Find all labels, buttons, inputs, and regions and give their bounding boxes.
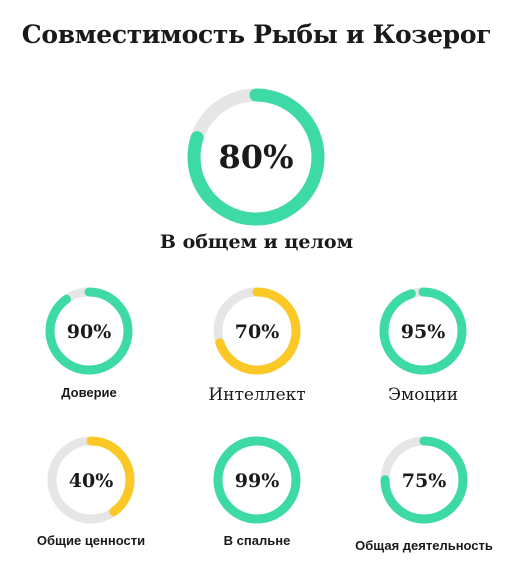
ring-fill xyxy=(380,436,468,524)
shared-values-percent-label: 40% xyxy=(69,470,114,492)
joint-activity-progress-ring: 75% xyxy=(380,436,468,524)
overall-percent-label: 80% xyxy=(219,138,294,176)
overall-caption: В общем и целом xyxy=(159,231,354,253)
emotions-caption: Эмоции xyxy=(387,385,459,405)
emotions-percent-label: 95% xyxy=(401,321,446,343)
joint-activity-caption: Общая деятельность xyxy=(355,538,493,553)
ring-fill xyxy=(213,436,301,524)
ring-fill xyxy=(47,436,135,524)
intellect-progress-ring: 70% xyxy=(213,287,301,375)
bedroom-caption: В спальне xyxy=(223,533,291,548)
intellect-caption: Интеллект xyxy=(208,385,306,405)
ring-fill xyxy=(213,287,301,375)
trust-progress-ring: 90% xyxy=(45,287,133,375)
shared-values-caption: Общие ценности xyxy=(36,533,146,548)
joint-activity-percent-label: 75% xyxy=(402,470,447,492)
bedroom-progress-ring: 99% xyxy=(213,436,301,524)
trust-percent-label: 90% xyxy=(67,321,112,343)
ring-fill xyxy=(187,88,325,226)
shared-values-progress-ring: 40% xyxy=(47,436,135,524)
page-title: Совместимость Рыбы и Козерог xyxy=(21,20,492,49)
overall-progress-ring: 80% xyxy=(187,88,325,226)
intellect-percent-label: 70% xyxy=(235,321,280,343)
trust-caption: Доверие xyxy=(61,385,117,400)
emotions-progress-ring: 95% xyxy=(379,287,467,375)
ring-fill xyxy=(45,287,133,375)
bedroom-percent-label: 99% xyxy=(235,470,280,492)
ring-fill xyxy=(379,287,467,375)
